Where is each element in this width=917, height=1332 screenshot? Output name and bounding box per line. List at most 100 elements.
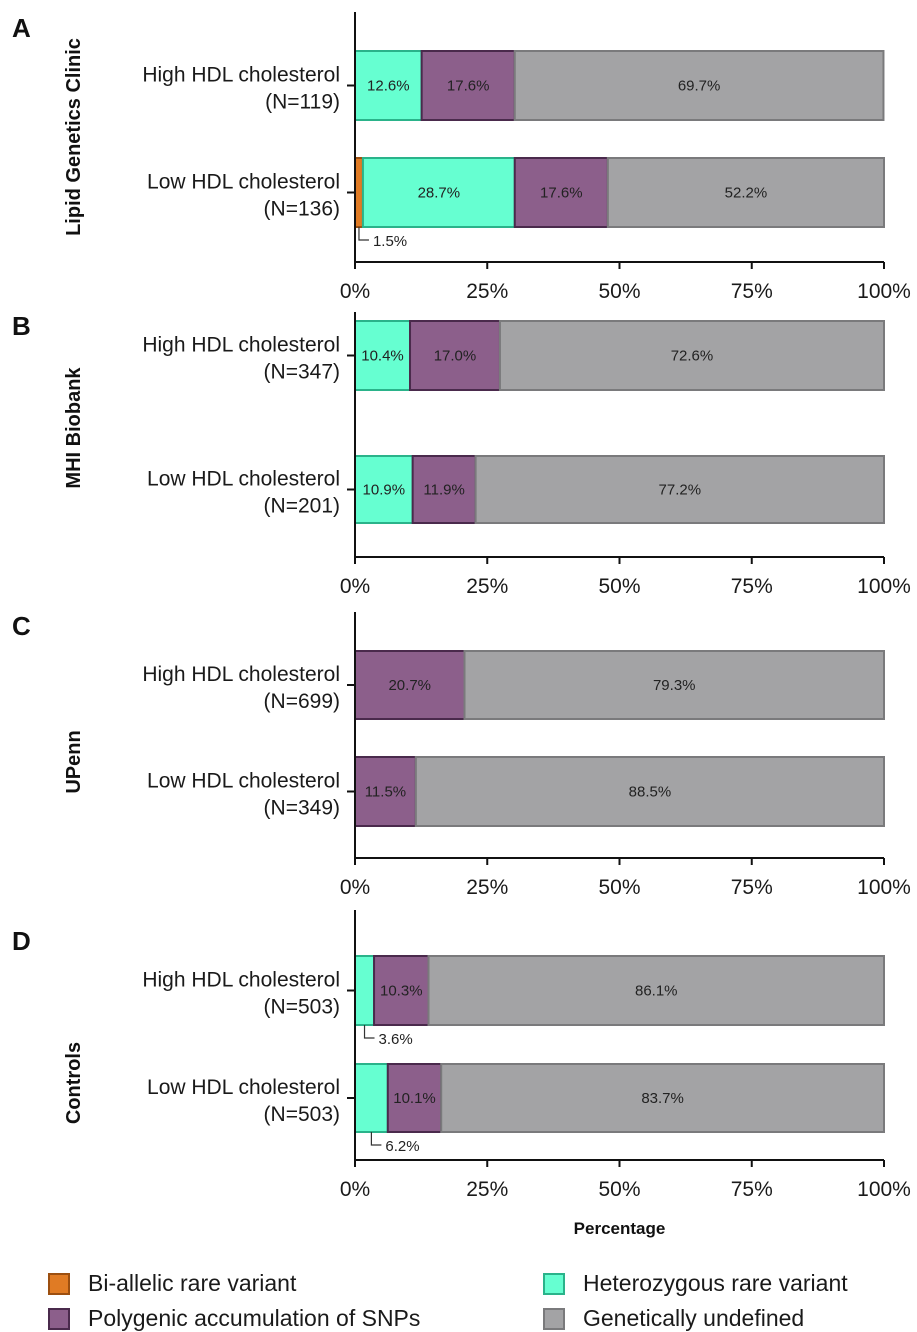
panel-a-category-1-label: Low HDL cholesterol [147,171,340,194]
panel-b-xtick-label-3: 75% [731,575,773,598]
panel-b-label-0-undefined: 72.6% [671,348,714,365]
panel-d-xtick-label-1: 25% [466,1178,508,1201]
panel-d-label-1-undefined: 83.7% [641,1090,684,1107]
panel-b-category-1-n: (N=201) [264,495,340,518]
legend: Bi-allelic rare variant Heterozygous rar… [0,1262,917,1332]
panel-d-category-1-label: Low HDL cholesterol [147,1076,340,1099]
panel-c-xtick-label-3: 75% [731,876,773,899]
panel-b-xtick-label-2: 50% [598,575,640,598]
panel-b-bar-1-polygenic [411,455,477,524]
panel-a-label-1-undefined: 52.2% [725,185,768,202]
panel-d-label-0-undefined: 86.1% [635,983,678,1000]
panel-b-xtick-label-4: 100% [857,575,911,598]
legend-item-heterozygous: Heterozygous rare variant [543,1270,848,1297]
panel-d-bar-1-heterozygous [354,1063,389,1133]
panel-a-bar-1-biallelic [354,157,364,228]
panel-d-callout-line-0-heterozygous [363,1025,375,1039]
legend-label-heterozygous: Heterozygous rare variant [583,1270,848,1296]
panel-a-label-1-polygenic: 17.6% [540,185,583,202]
panel-d-x-axis-title: Percentage [574,1219,666,1238]
panel-b-bar-1-undefined [474,455,885,524]
legend-item-polygenic: Polygenic accumulation of SNPs [48,1305,420,1332]
legend-swatch-biallelic [48,1272,70,1295]
panel-a-xtick-label-0: 0% [340,280,370,303]
panel-c-label-0-polygenic: 20.7% [388,677,431,694]
panel-c-category-1-label: Low HDL cholesterol [147,770,340,793]
panel-c-category-0-n: (N=699) [264,690,340,713]
panel-d-label-0-polygenic: 10.3% [380,983,423,1000]
panel-c-label-1-polygenic: 11.5% [365,784,406,801]
legend-label-biallelic: Bi-allelic rare variant [88,1270,297,1296]
panel-d-callout-line-1-heterozygous [370,1132,382,1146]
panel-a-xtick-label-3: 75% [731,280,773,303]
panel-b-group-label: MHI Biobank [63,367,85,489]
panel-a-label-0-polygenic: 17.6% [447,78,490,95]
panel-c-letter: C [12,611,31,641]
panel-d-bar-0-polygenic [373,955,430,1026]
panel-b-xtick-label-1: 25% [466,575,508,598]
stacked-bar-figure: A Lipid Genetics Clinic 12.6% 17.6% 69.7% Hig… [12,12,911,1238]
panel-b-label-1-undefined: 77.2% [659,482,702,499]
panel-b-label-0-polygenic: 17.0% [434,348,477,365]
panel-a-bar-0-polygenic [420,50,516,121]
legend-item-undefined: Genetically undefined [543,1305,804,1332]
panel-c-xtick-label-0: 0% [340,876,370,899]
legend-swatch-polygenic [48,1307,70,1330]
panel-c-bar-0-polygenic [354,650,466,720]
panel-b-category-0-n: (N=347) [264,361,340,384]
panel-b-category-1-label: Low HDL cholesterol [147,468,340,491]
panel-a-label-1-biallelic: 1.5% [373,233,407,250]
panel-c-label-1-undefined: 88.5% [629,784,672,801]
panel-b-bar-0-polygenic [409,320,501,391]
panel-a-label-0-heterozygous: 12.6% [367,78,410,95]
legend-label-polygenic: Polygenic accumulation of SNPs [88,1305,421,1331]
panel-b-label-1-polygenic: 11.9% [423,482,464,499]
panel-b-category-0-label: High HDL cholesterol [142,334,340,357]
panel-a-bar-0-undefined [513,50,885,121]
panel-d-xtick-label-3: 75% [731,1178,773,1201]
panel-b-bar-0-undefined [498,320,885,391]
panel-a-bar-1-undefined [606,157,885,228]
panel-c-bar-1-undefined [414,756,885,827]
panel-d-label-1-heterozygous: 6.2% [385,1138,419,1155]
panel-d-xtick-label-0: 0% [340,1178,370,1201]
panel-d-letter: D [12,926,31,956]
panel-d-xtick-label-2: 50% [598,1178,640,1201]
panel-d-group-label: Controls [63,1042,85,1124]
legend-label-undefined: Genetically undefined [583,1305,805,1331]
panel-b-letter: B [12,311,31,341]
panel-a-xtick-label-2: 50% [598,280,640,303]
panel-d-bar-0-heterozygous [354,955,376,1026]
panel-c-xtick-label-4: 100% [857,876,911,899]
panel-d-category-1-n: (N=503) [264,1103,340,1126]
panel-a-callout-line-1-biallelic [358,227,369,241]
panel-b-label-1-heterozygous: 10.9% [363,482,406,499]
panel-d-label-1-polygenic: 10.1% [393,1090,436,1107]
panel-a-xtick-label-4: 100% [857,280,911,303]
panel-d-category-0-label: High HDL cholesterol [142,969,340,992]
panel-a-category-0-label: High HDL cholesterol [142,64,340,87]
panel-c-xtick-label-1: 25% [466,876,508,899]
legend-swatch-undefined [543,1307,565,1330]
panel-a-letter: A [12,13,31,43]
panel-d-bar-1-undefined [440,1063,885,1133]
panel-c-bar-1-polygenic [354,756,417,827]
panel-b-bar-0-heterozygous [354,320,412,391]
panel-a-xtick-label-1: 25% [466,280,508,303]
panel-c-xtick-label-2: 50% [598,876,640,899]
panel-c-bar-0-undefined [463,650,885,720]
panel-c-category-1-n: (N=349) [264,797,340,820]
panel-d-bar-0-undefined [427,955,885,1026]
panel-c-category-0-label: High HDL cholesterol [142,663,340,686]
panel-c-group-label: UPenn [63,730,85,793]
panel-a-group-label: Lipid Genetics Clinic [63,38,85,236]
panel-a-label-0-undefined: 69.7% [678,78,721,95]
panel-b-xtick-label-0: 0% [340,575,370,598]
panel-d-label-0-heterozygous: 3.6% [379,1031,413,1048]
panel-d-category-0-n: (N=503) [264,996,340,1019]
panel-a-category-1-n: (N=136) [264,198,340,221]
legend-item-biallelic: Bi-allelic rare variant [48,1270,296,1297]
panel-d-xtick-label-4: 100% [857,1178,911,1201]
panel-b-label-0-heterozygous: 10.4% [361,348,404,365]
panel-c-label-0-undefined: 79.3% [653,677,696,694]
